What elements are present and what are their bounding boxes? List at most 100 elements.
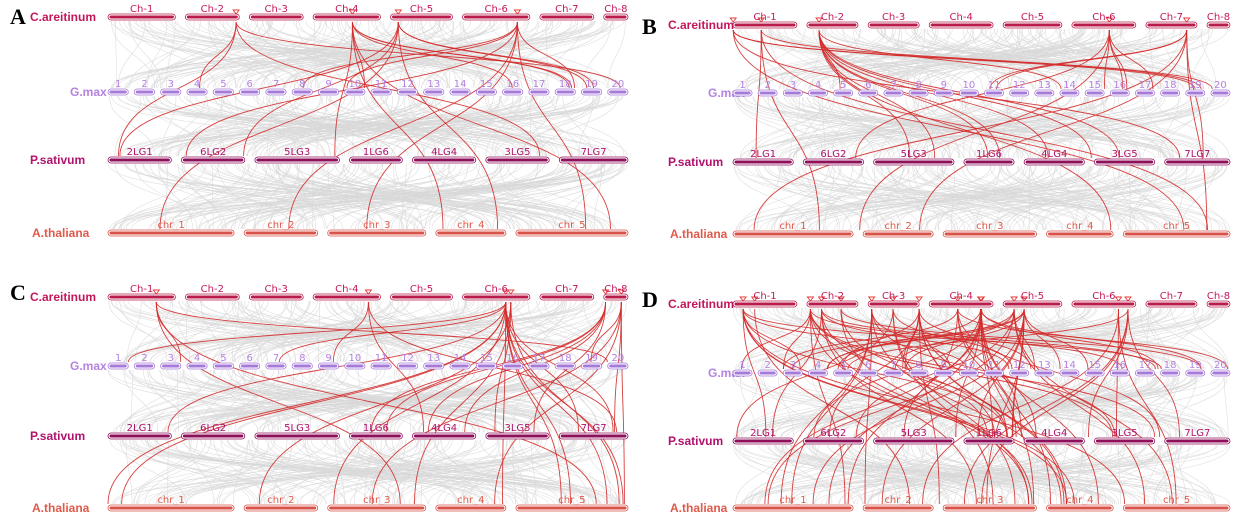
highlight-link — [980, 308, 1035, 505]
background-link — [484, 95, 543, 157]
background-link — [433, 439, 560, 505]
background-link — [231, 300, 263, 363]
background-link — [593, 163, 603, 230]
panel-a: C.areitinum Ch-1 Ch-2 Ch-3 Ch-4 Ch-5 Ch-6 Ch-7 C… — [10, 4, 629, 240]
background-link — [493, 20, 615, 89]
chromosome-bar — [965, 160, 1013, 164]
background-link — [221, 300, 291, 363]
background-link — [811, 165, 1191, 231]
gene-marker-icon — [1124, 296, 1132, 302]
background-link — [746, 165, 1068, 231]
background-link — [261, 369, 580, 433]
background-link — [1043, 376, 1170, 438]
background-link — [756, 28, 1097, 90]
background-link — [584, 439, 618, 505]
background-link — [944, 28, 1121, 90]
background-link — [283, 300, 437, 363]
chromosome-label: 16 — [506, 353, 519, 364]
chromosome-bar — [875, 160, 953, 164]
background-link — [259, 369, 573, 433]
background-link — [112, 439, 400, 505]
background-link — [485, 95, 521, 157]
species-label: A.thaliana — [32, 501, 90, 515]
background-link — [814, 444, 909, 505]
chromosome-label: Ch-8 — [1207, 291, 1230, 302]
background-link — [1118, 96, 1170, 159]
background-link — [460, 300, 566, 363]
chromosome-bar — [530, 90, 548, 94]
chromosome-label: chr_1 — [157, 495, 184, 506]
chromosome-bar — [477, 90, 495, 94]
highlight-link — [980, 308, 1159, 370]
background-link — [1092, 376, 1116, 438]
background-link — [252, 95, 346, 157]
background-link — [252, 163, 612, 230]
background-link — [1150, 376, 1180, 438]
background-link — [175, 300, 289, 363]
background-link — [155, 163, 258, 230]
highlight-link — [1108, 29, 1154, 90]
background-link — [405, 300, 605, 363]
chromosome-bar — [186, 295, 238, 299]
background-link — [779, 28, 861, 90]
chromosome-bar — [1086, 371, 1103, 375]
background-link — [881, 444, 1135, 505]
background-link — [334, 163, 515, 230]
background-link — [838, 165, 1039, 231]
background-link — [240, 369, 292, 433]
chromosome-label: 8 — [299, 353, 305, 364]
background-link — [863, 28, 1118, 90]
background-link — [792, 96, 948, 159]
background-link — [161, 95, 284, 157]
chromosome-bar — [319, 90, 338, 94]
chromosome-label: Ch-7 — [555, 284, 578, 295]
chromosome-label: chr_3 — [363, 495, 390, 506]
background-link — [200, 20, 482, 89]
background-link — [116, 20, 428, 89]
chromosome-label: 9 — [325, 79, 331, 90]
chromosome-bar — [609, 364, 627, 368]
chromosome-label: 3LG5 — [504, 423, 530, 434]
chromosome-bar — [869, 302, 918, 306]
gene-marker-icon — [513, 9, 522, 15]
chromosome-bar — [885, 371, 902, 375]
background-link — [269, 95, 622, 157]
highlight-link — [371, 301, 622, 505]
chromosome-bar — [734, 232, 852, 236]
gene-marker-icon — [806, 296, 815, 302]
background-link — [553, 163, 606, 230]
highlight-link — [919, 29, 1188, 231]
chromosome-label: chr_1 — [157, 220, 184, 231]
background-link — [986, 444, 1216, 505]
background-link — [527, 300, 558, 363]
background-link — [217, 300, 311, 363]
background-link — [390, 300, 538, 363]
background-link — [985, 376, 1184, 438]
background-link — [233, 300, 309, 363]
chromosome-label: Ch-5 — [410, 284, 433, 295]
background-link — [734, 165, 812, 231]
chromosome-label: 5LG3 — [901, 149, 927, 160]
background-link — [112, 163, 349, 230]
species-track: A.thaliana chr_1 chr_2 chr_3 chr_4 chr_5 — [32, 220, 629, 240]
background-link — [224, 163, 424, 230]
chromosome-label: 7 — [273, 353, 279, 364]
background-link — [970, 307, 1098, 370]
chromosome-label: Ch-3 — [265, 4, 288, 15]
highlight-link — [510, 301, 620, 505]
highlight-link — [351, 21, 611, 230]
background-link — [1133, 444, 1186, 505]
background-link — [112, 20, 452, 89]
background-link — [144, 20, 272, 89]
gene-marker-icon — [837, 296, 845, 302]
background-link — [735, 444, 783, 505]
chromosome-bar — [1048, 232, 1112, 236]
chromosome-label: 10 — [349, 353, 362, 364]
background-link — [220, 95, 222, 157]
chromosome-label: chr_2 — [884, 221, 911, 232]
chromosome-label: Ch-1 — [753, 12, 776, 23]
background-link — [778, 376, 794, 438]
background-link — [905, 165, 1139, 231]
background-link — [290, 20, 441, 89]
background-link — [859, 96, 1173, 159]
